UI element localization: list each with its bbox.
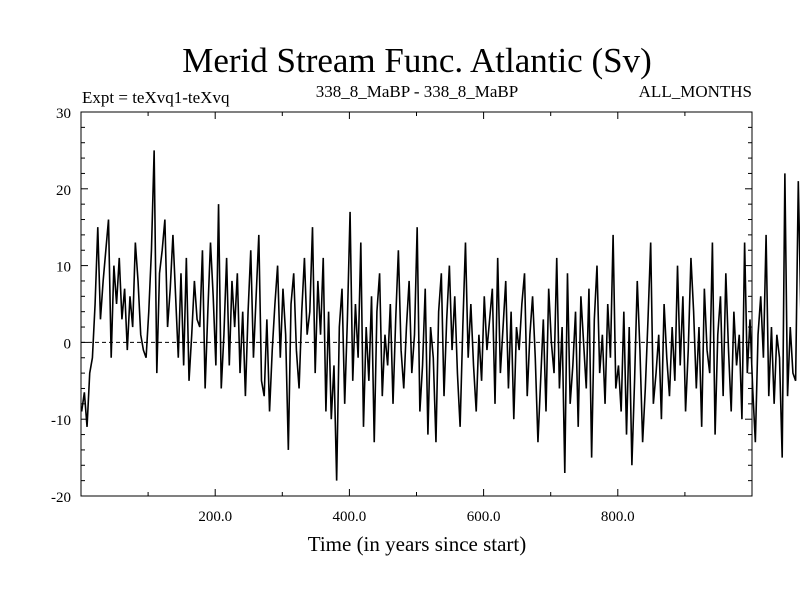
series-group (80, 150, 800, 481)
y-tick-label: 0 (64, 336, 72, 352)
series-line (80, 150, 800, 481)
subtitle-right: ALL_MONTHS (639, 82, 752, 101)
x-tick-label: 800.0 (601, 509, 635, 525)
subtitle-left: Expt = teXvq1-teXvq (82, 88, 230, 107)
x-axis-label: Time (in years since start) (308, 532, 527, 556)
y-tick-label: 20 (56, 183, 71, 199)
y-tick-label: 30 (56, 106, 71, 122)
x-tick-label: 600.0 (467, 509, 501, 525)
y-tick-label: 10 (56, 260, 71, 276)
chart-title: Merid Stream Func. Atlantic (Sv) (182, 41, 652, 80)
y-tick-label: -10 (51, 413, 71, 429)
axes-group: -20 -10 0 10 20 30 200.0 400.0 600.0 800.0 (51, 106, 752, 525)
y-tick-label: -20 (51, 490, 71, 506)
plot-frame (80, 111, 753, 497)
subtitle-center: 338_8_MaBP - 338_8_MaBP (316, 82, 518, 101)
x-tick-label: 200.0 (198, 509, 232, 525)
x-tick-label: 400.0 (333, 509, 367, 525)
